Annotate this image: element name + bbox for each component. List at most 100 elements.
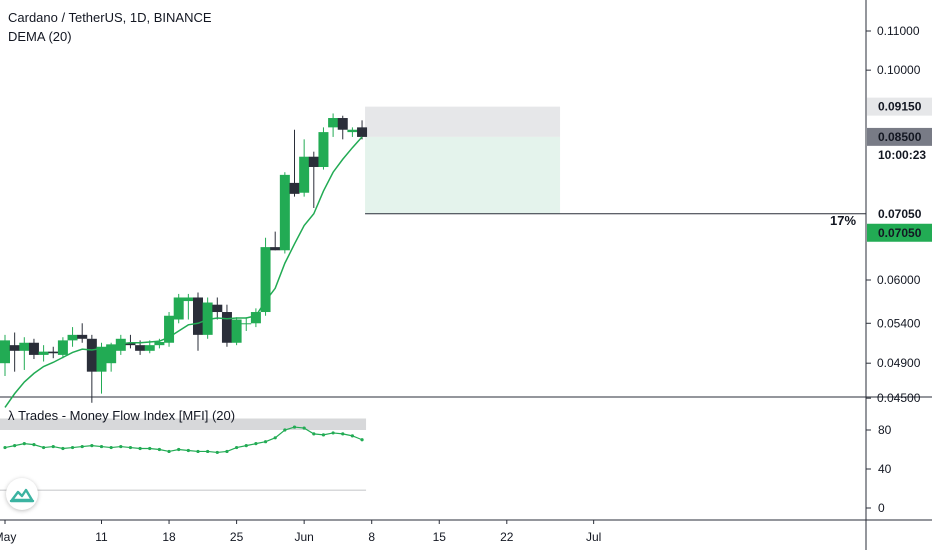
price-tags: 0.09150 0.08500 10:00:23 0.07050 0.07050 <box>867 97 932 242</box>
position-tool[interactable] <box>365 106 866 215</box>
dema-price-tag-bg <box>867 223 932 242</box>
candle <box>86 338 97 372</box>
mfi-point <box>157 447 161 452</box>
candle <box>19 342 30 351</box>
mfi-point <box>263 440 268 444</box>
mfi-point <box>70 445 75 450</box>
candle <box>0 340 10 364</box>
profit-zone[interactable] <box>365 136 561 214</box>
mfi-oversold-band <box>0 489 367 491</box>
price-tick-label: 0.06000 <box>877 273 921 287</box>
mfi-point <box>138 446 142 451</box>
mfi-tick-label: 80 <box>878 423 892 437</box>
time-tick-label: 8 <box>368 530 375 544</box>
mfi-point <box>341 432 345 436</box>
dema-legend[interactable]: DEMA (20) <box>8 29 72 44</box>
mfi-point <box>206 449 210 454</box>
candle <box>231 319 242 343</box>
time-tick-label: Jul <box>586 530 601 544</box>
target-price-tag-bg <box>867 97 932 116</box>
tradingview-logo-icon[interactable] <box>6 478 38 510</box>
candle <box>154 341 165 346</box>
candle <box>125 342 136 346</box>
current-price-tag: 0.08500 <box>878 130 922 144</box>
chart-title[interactable]: Cardano / TetherUS, 1D, BINANCE <box>8 10 212 25</box>
candle <box>57 340 68 355</box>
time-tick-label: 22 <box>500 530 514 544</box>
price-tick-label: 0.04900 <box>877 356 921 370</box>
mfi-point <box>3 445 7 450</box>
time-axis[interactable]: May 11 18 25 Jun 8 15 22 Jul <box>0 520 601 544</box>
stop-price-tag: 0.07050 <box>878 207 922 221</box>
mfi-point <box>360 438 364 442</box>
candle <box>77 334 88 339</box>
mfi-point <box>350 434 354 438</box>
mfi-point <box>292 425 297 429</box>
candle <box>260 247 271 313</box>
candle <box>299 156 310 193</box>
target-zone[interactable] <box>365 106 561 137</box>
target-price-tag: 0.09150 <box>878 100 922 114</box>
mfi-line <box>3 425 364 455</box>
mfi-point <box>90 444 94 448</box>
time-tick-label: 11 <box>95 530 108 544</box>
candle <box>106 344 117 364</box>
time-tick-label: 15 <box>433 530 447 544</box>
countdown-tag: 10:00:23 <box>878 148 926 162</box>
candle <box>193 297 203 335</box>
mfi-point <box>302 426 306 430</box>
mfi-point <box>283 428 287 432</box>
candle <box>308 156 319 167</box>
mfi-point <box>167 449 171 454</box>
candles <box>0 113 368 403</box>
candle <box>96 346 107 372</box>
dema-price-tag: 0.07050 <box>878 226 922 240</box>
candle <box>241 323 252 325</box>
mfi-point <box>186 448 190 453</box>
price-tick-label: 0.10000 <box>877 63 921 77</box>
mfi-point <box>109 445 113 450</box>
candle <box>270 247 281 251</box>
candle <box>202 302 213 335</box>
mfi-point <box>13 444 17 448</box>
mfi-point <box>61 446 65 451</box>
candle <box>289 182 300 194</box>
candle <box>221 312 232 343</box>
mfi-tick-label: 40 <box>878 462 892 476</box>
price-axis[interactable]: 0.11000 0.10000 0.06000 0.05400 0.04900 0.045… <box>866 24 921 515</box>
mfi-point <box>312 432 316 436</box>
price-tick-label: 0.11000 <box>877 24 920 38</box>
mfi-point <box>148 446 152 451</box>
countdown-tag-bg <box>867 145 932 164</box>
candle <box>173 297 184 320</box>
dema-line <box>4 136 363 408</box>
mfi-point <box>32 443 36 447</box>
time-tick-label: 25 <box>230 530 244 544</box>
mfi-point <box>42 445 46 450</box>
current-price-tag-bg <box>867 127 932 146</box>
mfi-point <box>331 431 335 435</box>
mfi-point <box>225 449 229 454</box>
candle <box>9 345 20 351</box>
price-tick-label: 0.05400 <box>877 316 921 330</box>
mfi-point <box>273 436 277 440</box>
mfi-point <box>128 445 133 450</box>
candle <box>28 342 39 355</box>
mfi-point <box>196 449 200 454</box>
candle <box>318 132 329 167</box>
position-percent: 17% <box>830 213 857 228</box>
mfi-point <box>321 433 326 437</box>
mfi-tick-label: 0 <box>878 501 885 515</box>
mfi-point <box>254 442 258 446</box>
candle <box>328 118 339 128</box>
mfi-point <box>80 444 84 449</box>
dema-path <box>4 136 363 408</box>
candle <box>115 338 126 351</box>
candle <box>164 315 175 343</box>
mfi-legend[interactable]: λ Trades - Money Flow Index [MFI] (20) <box>8 408 236 423</box>
mfi-point <box>235 445 239 450</box>
candle <box>337 118 348 130</box>
time-tick-label: May <box>0 530 16 544</box>
